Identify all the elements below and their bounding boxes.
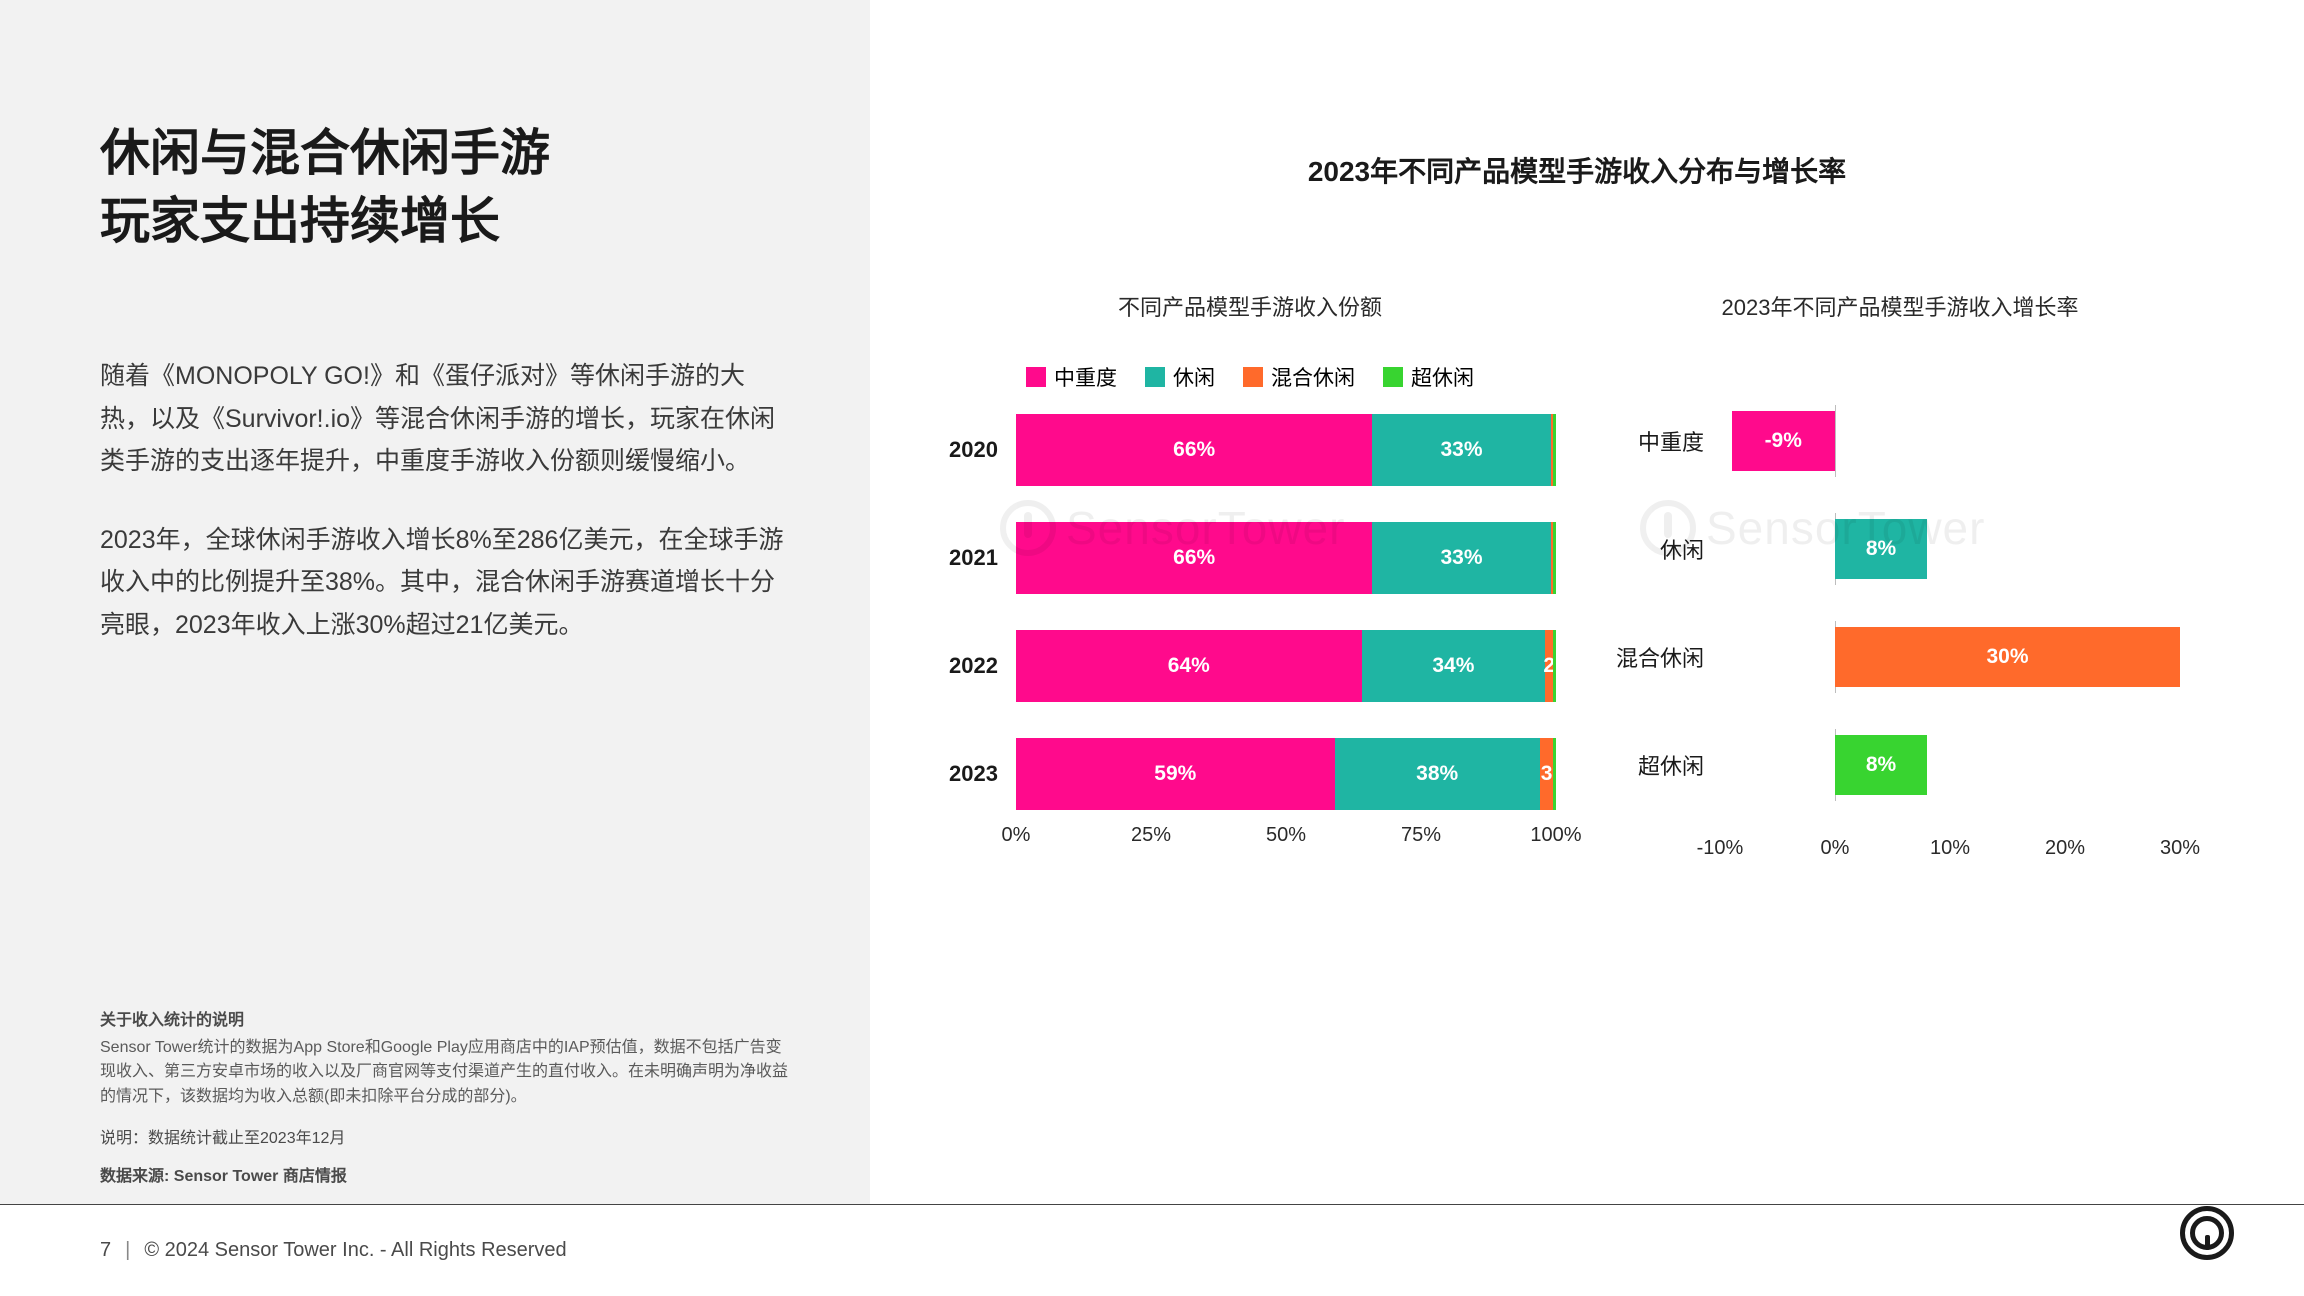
legend-item: 混合休闲	[1243, 362, 1355, 392]
growth-row-label: 混合休闲	[1610, 641, 1720, 673]
right-column: 2023年不同产品模型手游收入分布与增长率 不同产品模型手游收入份额 中重度 休闲…	[870, 0, 2304, 1296]
note-source: 数据来源: Sensor Tower 商店情报	[100, 1162, 790, 1186]
stacked-row: 202066%33%	[930, 414, 1570, 486]
bar-segment	[1553, 522, 1556, 594]
growth-row: 混合休闲 30%	[1610, 621, 2190, 693]
stacked-bars: 202066%33%202166%33%202264%34%2202359%38…	[930, 414, 1570, 810]
growth-row-label: 超休闲	[1610, 749, 1720, 781]
growth-plot: 8%	[1720, 729, 2180, 801]
watermark-2: SensorTower	[1640, 500, 1985, 556]
stacked-bar: 66%33%	[1016, 414, 1556, 486]
x-tick: 25%	[1131, 824, 1171, 847]
bar-segment: 59%	[1016, 738, 1335, 810]
growth-plot: 30%	[1720, 621, 2180, 693]
legend-label: 休闲	[1173, 362, 1215, 392]
stacked-subtitle: 不同产品模型手游收入份额	[930, 290, 1570, 322]
paragraph-2: 2023年，全球休闲手游收入增长8%至286亿美元，在全球手游收入中的比例提升至…	[100, 519, 790, 647]
legend-swatch	[1145, 367, 1165, 387]
growth-plot: -9%	[1720, 405, 2180, 477]
stacked-bar: 64%34%2	[1016, 630, 1556, 702]
bar-segment: 33%	[1372, 414, 1550, 486]
bar-segment	[1553, 414, 1556, 486]
left-column: 休闲与混合休闲手游玩家支出持续增长 随着《MONOPOLY GO!》和《蛋仔派对…	[0, 0, 870, 1296]
bar-segment: 38%	[1335, 738, 1540, 810]
legend-swatch	[1243, 367, 1263, 387]
x-tick: 50%	[1266, 824, 1306, 847]
bar-segment: 3	[1540, 738, 1554, 810]
bar-segment: 2	[1545, 630, 1553, 702]
stacked-row: 202264%34%2	[930, 630, 1570, 702]
growth-row: 中重度 -9%	[1610, 405, 2190, 477]
page-title: 休闲与混合休闲手游玩家支出持续增长	[100, 120, 790, 255]
legend-swatch	[1026, 367, 1046, 387]
growth-bars: 中重度-9%休闲8%混合休闲30%超休闲8%	[1610, 405, 2190, 801]
x-tick: 100%	[1530, 824, 1581, 847]
watermark-text-2: SensorTower	[1706, 501, 1985, 555]
legend-swatch	[1383, 367, 1403, 387]
stacked-row-label: 2023	[930, 761, 1016, 787]
growth-row: 超休闲 8%	[1610, 729, 2190, 801]
growth-bar: 8%	[1835, 735, 1927, 795]
gx-tick: 30%	[2160, 837, 2200, 860]
bar-segment	[1553, 738, 1556, 810]
legend: 中重度 休闲 混合休闲 超休闲	[930, 362, 1570, 392]
note-source-lead: 数据来源:	[100, 1168, 174, 1185]
gx-tick: 10%	[1930, 837, 1970, 860]
note-body: Sensor Tower统计的数据为App Store和Google Play应…	[100, 1036, 790, 1110]
x-tick: 75%	[1401, 824, 1441, 847]
growth-bar: -9%	[1732, 411, 1836, 471]
growth-subtitle: 2023年不同产品模型手游收入增长率	[1610, 290, 2190, 322]
bar-segment: 64%	[1016, 630, 1362, 702]
main-chart-title: 2023年不同产品模型手游收入分布与增长率	[930, 150, 2224, 190]
logo-icon	[2180, 1206, 2234, 1260]
bar-segment: 66%	[1016, 414, 1372, 486]
note-source-name: Sensor Tower 商店情报	[174, 1168, 347, 1185]
legend-item: 休闲	[1145, 362, 1215, 392]
footer: 7 | © 2024 Sensor Tower Inc. - All Right…	[0, 1204, 2304, 1296]
legend-label: 混合休闲	[1271, 362, 1355, 392]
note-heading: 关于收入统计的说明	[100, 1006, 790, 1030]
x-tick: 0%	[1002, 824, 1031, 847]
watermark-1: SensorTower	[1000, 500, 1345, 556]
growth-bar: 30%	[1835, 627, 2180, 687]
page-number: 7	[100, 1239, 111, 1262]
stacked-row-label: 2020	[930, 437, 1016, 463]
bar-segment	[1553, 630, 1556, 702]
footer-copyright: © 2024 Sensor Tower Inc. - All Rights Re…	[144, 1239, 566, 1262]
note-extra: 说明：数据统计截止至2023年12月	[100, 1124, 790, 1148]
stacked-row-label: 2022	[930, 653, 1016, 679]
legend-label: 中重度	[1054, 362, 1117, 392]
stacked-x-axis: 0%25%50%75%100%	[1016, 824, 1556, 854]
notes-block: 关于收入统计的说明 Sensor Tower统计的数据为App Store和Go…	[100, 1006, 790, 1236]
paragraph-1: 随着《MONOPOLY GO!》和《蛋仔派对》等休闲手游的大热，以及《Survi…	[100, 355, 790, 483]
legend-item: 超休闲	[1383, 362, 1474, 392]
growth-chart: 2023年不同产品模型手游收入增长率 中重度-9%休闲8%混合休闲30%超休闲8…	[1610, 290, 2190, 867]
legend-item: 中重度	[1026, 362, 1117, 392]
stacked-bar: 59%38%3	[1016, 738, 1556, 810]
gx-tick: -10%	[1697, 837, 1744, 860]
bar-segment: 33%	[1372, 522, 1550, 594]
stacked-chart: 不同产品模型手游收入份额 中重度休闲混合休闲超休闲 202066%33%2021…	[930, 290, 1570, 867]
watermark-text-1: SensorTower	[1066, 501, 1345, 555]
legend-label: 超休闲	[1411, 362, 1474, 392]
growth-row-label: 中重度	[1610, 425, 1720, 457]
gx-tick: 0%	[1821, 837, 1850, 860]
growth-x-axis: -10%0%10%20%30%	[1720, 837, 2180, 867]
stacked-row: 202359%38%3	[930, 738, 1570, 810]
bar-segment: 34%	[1362, 630, 1546, 702]
gx-tick: 20%	[2045, 837, 2085, 860]
